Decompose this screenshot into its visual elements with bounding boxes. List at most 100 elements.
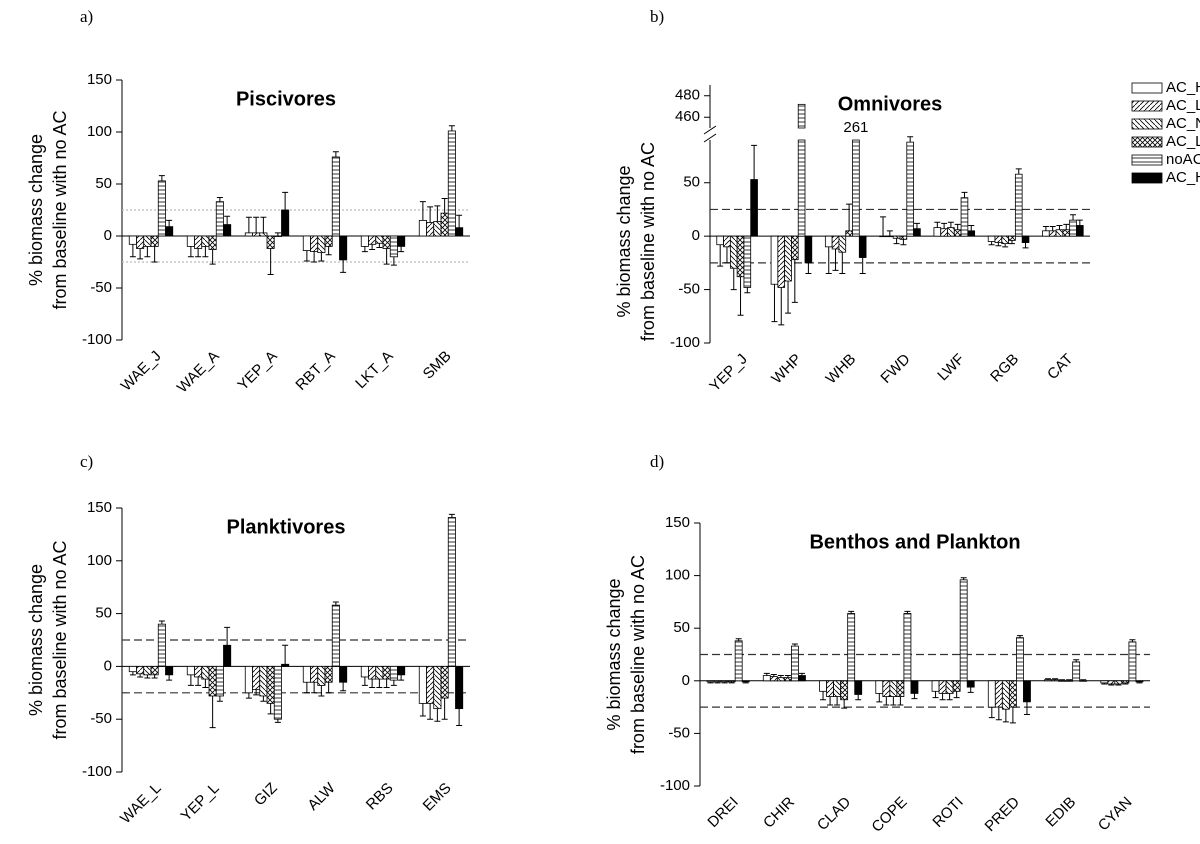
error-bar — [216, 695, 223, 702]
error-bar — [1122, 682, 1129, 685]
bar — [143, 235, 152, 247]
bar — [433, 221, 442, 237]
bar — [831, 235, 840, 250]
x-tick-label: EDIB — [1042, 794, 1079, 831]
bar — [317, 235, 326, 254]
bar — [896, 680, 905, 697]
error-bar — [325, 246, 332, 256]
bar — [331, 156, 340, 237]
error-bar — [941, 222, 948, 229]
y-tick-label: -50 — [668, 724, 690, 741]
y-axis-label: % biomass change — [604, 578, 624, 730]
bar — [375, 666, 384, 680]
bar — [447, 517, 456, 667]
y-tick-label: 50 — [683, 174, 700, 191]
error-bar — [893, 238, 900, 245]
bar — [273, 666, 282, 720]
error-bar — [988, 241, 995, 246]
error-bar — [791, 643, 798, 647]
error-bar — [904, 610, 911, 614]
bar — [244, 666, 253, 694]
error-bar — [737, 276, 744, 316]
bar — [302, 235, 311, 251]
y-axis-label: from baseline with no AC — [50, 110, 70, 309]
y-tick-label: -50 — [90, 710, 112, 727]
x-tick-label: SMB — [420, 348, 455, 383]
error-bar — [886, 230, 893, 237]
bar — [397, 666, 406, 676]
data-label: 261 — [843, 119, 868, 136]
y-tick-label: 0 — [692, 227, 700, 244]
error-bar — [1129, 639, 1136, 642]
error-bar — [777, 675, 784, 678]
error-bar — [932, 691, 939, 699]
bar — [339, 666, 348, 683]
error-bar — [282, 644, 289, 665]
y-tick-label: 480 — [675, 87, 700, 104]
error-bar — [376, 243, 383, 248]
legend-label: AC_HP — [1166, 169, 1200, 186]
error-bar — [1009, 707, 1016, 724]
bar — [1100, 680, 1109, 684]
x-tick-label: GIZ — [251, 780, 281, 810]
x-tick-label: WAE_J — [118, 348, 165, 395]
bar — [157, 180, 166, 237]
bar — [879, 235, 887, 238]
bar — [819, 680, 827, 692]
error-bar — [434, 708, 441, 722]
error-bar — [427, 206, 434, 223]
bar — [804, 235, 813, 264]
bar — [208, 235, 217, 250]
error-bar — [274, 719, 281, 723]
error-bar — [841, 699, 848, 709]
bar — [136, 666, 145, 675]
bar — [1072, 661, 1081, 682]
error-bar — [883, 696, 890, 706]
x-tick-label: CAT — [1044, 351, 1076, 383]
error-bar — [825, 246, 832, 275]
y-tick-label: 100 — [87, 552, 112, 569]
bar — [150, 666, 159, 676]
x-tick-label: YEP_J — [706, 351, 750, 395]
x-tick-label: PRED — [982, 794, 1024, 836]
error-bar — [427, 703, 434, 720]
panel-label: c) — [80, 452, 93, 471]
bar — [455, 666, 464, 710]
error-bar — [820, 691, 827, 701]
error-bar — [1045, 678, 1052, 680]
bar — [798, 675, 806, 682]
bar — [1069, 219, 1077, 237]
bar — [826, 680, 834, 697]
bar — [1016, 637, 1024, 682]
error-bar — [913, 222, 920, 229]
bar — [440, 212, 449, 237]
bar — [136, 235, 145, 249]
bar — [143, 666, 152, 676]
error-bar — [890, 696, 897, 706]
x-tick-label: CLAD — [814, 793, 854, 833]
legend-label: AC_LD — [1166, 97, 1200, 114]
error-bar — [742, 681, 749, 684]
axis-break — [703, 125, 717, 143]
error-bar — [224, 626, 231, 646]
error-bar — [1073, 659, 1080, 662]
x-tick-label: FWD — [877, 350, 913, 386]
error-bar — [282, 191, 289, 210]
y-axis-label: % biomass change — [26, 134, 46, 286]
bar — [128, 666, 137, 673]
error-bar — [1076, 219, 1083, 226]
bar — [824, 235, 833, 248]
bar — [223, 224, 232, 237]
bar — [1001, 235, 1009, 245]
error-bar — [434, 205, 441, 222]
bar — [331, 604, 340, 667]
error-bar — [202, 246, 209, 258]
error-bar — [988, 707, 995, 719]
bar — [317, 666, 326, 686]
y-axis-label: from baseline with no AC — [628, 555, 648, 754]
y-tick-label: -100 — [660, 777, 690, 794]
bar — [382, 666, 391, 680]
bar — [791, 235, 799, 261]
error-bar — [166, 219, 173, 227]
bar — [994, 235, 1003, 243]
